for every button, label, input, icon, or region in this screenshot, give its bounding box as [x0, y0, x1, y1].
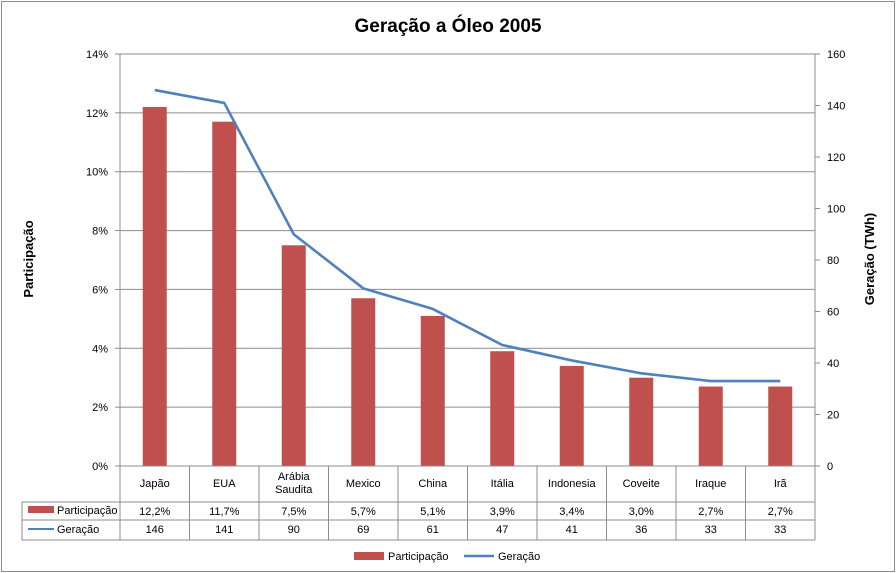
geracao-line: [154, 88, 781, 383]
table-cell: 5,1%: [420, 506, 445, 518]
category-label: Itália: [491, 478, 515, 490]
bar-8: [629, 377, 654, 466]
bar-9: [698, 386, 723, 466]
y-left-tick-label: 10%: [86, 167, 108, 179]
bar-5: [420, 315, 445, 466]
table-cell: 33: [705, 524, 717, 536]
table-row-header: Geração: [57, 524, 99, 536]
category-label: Iraque: [695, 478, 726, 490]
y-left-tick-label: 8%: [92, 226, 108, 238]
y-left-tick-label: 6%: [92, 284, 108, 296]
y-left-tick-label: 14%: [86, 49, 108, 61]
category-label: Saudita: [275, 484, 313, 496]
y-right-tick-label: 0: [827, 461, 833, 473]
table-cell: 69: [357, 524, 369, 536]
y-right-tick-label: 60: [827, 307, 839, 319]
table-cell: 12,2%: [139, 506, 170, 518]
table-cell: 61: [427, 524, 439, 536]
legend: Participação Geração: [354, 551, 540, 563]
y-left-tick-label: 2%: [92, 402, 108, 414]
bar-10: [768, 386, 793, 466]
table-cell: 36: [635, 524, 647, 536]
category-label: Indonesia: [548, 478, 597, 490]
line-series: [154, 88, 781, 383]
legend-swatch-participacao: [354, 552, 384, 560]
category-label: Japão: [140, 478, 170, 490]
table-cell: 41: [566, 524, 578, 536]
table-cell: 3,9%: [490, 506, 515, 518]
table-cell: 2,7%: [698, 506, 723, 518]
y-right-tick-label: 120: [827, 152, 845, 164]
y-right-tick-label: 20: [827, 410, 839, 422]
table-cell: 11,7%: [209, 506, 240, 518]
chart-title: Geração a Óleo 2005: [355, 15, 542, 37]
bar-3: [281, 245, 306, 466]
category-label: Coveite: [623, 478, 660, 490]
table-cell: 90: [288, 524, 300, 536]
bar-7: [559, 365, 584, 466]
table-cell: 146: [146, 524, 164, 536]
bar-4: [351, 298, 376, 466]
y-axis-left-title: Participação: [21, 220, 36, 297]
table-cell: 7,5%: [281, 506, 306, 518]
category-label: Irã: [774, 478, 788, 490]
bar-2: [212, 121, 237, 466]
table-cell: 5,7%: [351, 506, 376, 518]
bar-series: [142, 106, 793, 466]
y-left-tick-label: 12%: [86, 108, 108, 120]
bar-1: [142, 106, 167, 466]
category-label: Arábia: [278, 471, 311, 483]
axes: 0% 2% 4% 6% 8% 10% 12% 14% 0 20 40 60 80 100 120 140 160: [86, 49, 845, 473]
legend-label: Participação: [388, 551, 449, 563]
category-label: EUA: [213, 478, 236, 490]
table-cell: 47: [496, 524, 508, 536]
y-left-tick-label: 4%: [92, 343, 108, 355]
y-right-tick-label: 160: [827, 49, 845, 61]
y-axis-right-title: Geração (TWh): [862, 213, 877, 305]
table-cell: 3,4%: [559, 506, 584, 518]
table-cell: 141: [215, 524, 233, 536]
category-label: China: [418, 478, 448, 490]
table-cell: 2,7%: [768, 506, 793, 518]
y-left-tick-label: 0%: [92, 461, 108, 473]
y-right-tick-label: 40: [827, 358, 839, 370]
table-key-participacao: [28, 506, 54, 513]
table-cell: 33: [774, 524, 786, 536]
table-row-header: Participação: [57, 505, 118, 517]
y-right-tick-label: 100: [827, 204, 845, 216]
category-label: Mexico: [346, 478, 381, 490]
legend-label: Geração: [498, 551, 540, 563]
bar-6: [490, 351, 515, 466]
y-right-tick-label: 140: [827, 101, 845, 113]
y-right-tick-label: 80: [827, 255, 839, 267]
table-cell: 3,0%: [629, 506, 654, 518]
